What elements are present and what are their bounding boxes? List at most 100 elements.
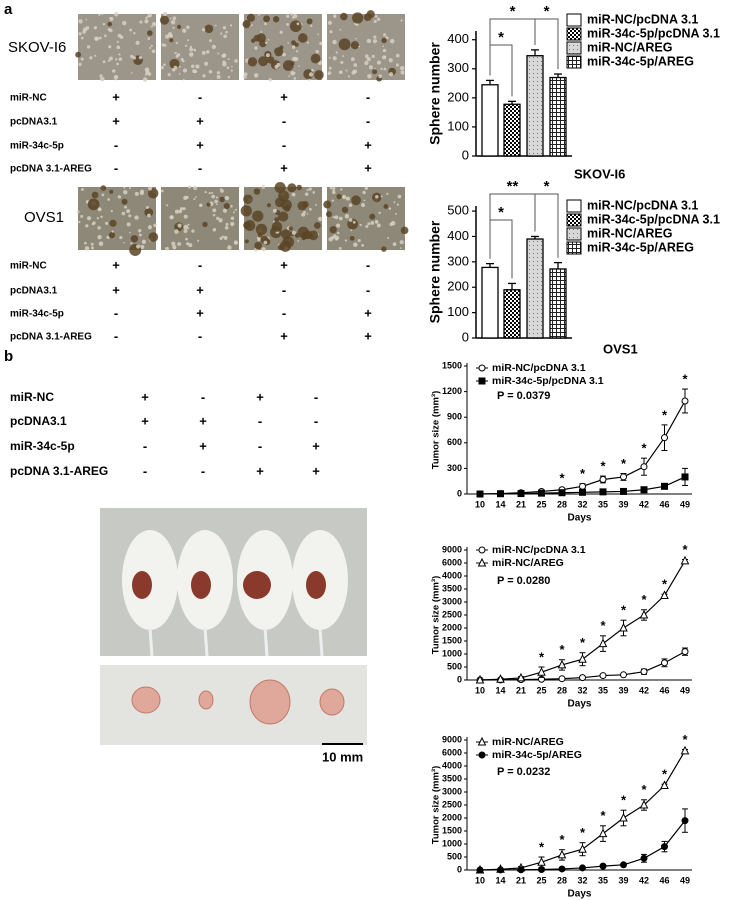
- sphere: [272, 208, 277, 213]
- tail: [263, 627, 269, 657]
- sign: -: [143, 438, 147, 453]
- sphere: [197, 239, 200, 242]
- chart-label: SKOV-I6: [574, 166, 625, 181]
- sphere: [216, 203, 218, 206]
- marker: [537, 667, 546, 676]
- sphere: [227, 75, 231, 79]
- sphere: [211, 44, 216, 49]
- sphere: [230, 204, 233, 208]
- sphere: [336, 193, 342, 200]
- sphere: [254, 241, 262, 250]
- x-tick-label: 21: [516, 875, 526, 885]
- sign: -: [282, 282, 286, 297]
- sign: -: [314, 389, 318, 404]
- tumor: [131, 686, 161, 714]
- sphere: [121, 211, 126, 216]
- sign: -: [258, 438, 262, 453]
- sphere: [387, 237, 390, 240]
- y-tick-label: 0: [462, 147, 469, 162]
- sphere: [204, 61, 209, 66]
- sphere: [225, 30, 228, 34]
- sphere: [175, 54, 179, 58]
- sphere: [317, 216, 323, 222]
- sphere: [254, 46, 258, 50]
- x-tick-label: 46: [659, 499, 669, 509]
- sphere: [129, 231, 131, 234]
- y-tick-label: 3000: [442, 596, 462, 606]
- marker: [578, 844, 587, 853]
- sphere: [202, 74, 206, 78]
- bar: [503, 289, 521, 339]
- sphere: [202, 28, 206, 32]
- legend-label: miR-NC/AREG: [492, 736, 564, 748]
- sphere: [121, 198, 128, 205]
- sphere: [315, 204, 317, 206]
- y-tick-label: 4000: [442, 760, 462, 770]
- annotation: *: [559, 832, 565, 847]
- sphere: [116, 40, 119, 43]
- sphere: [138, 233, 142, 237]
- sphere: [128, 214, 132, 218]
- sphere: [150, 44, 153, 47]
- p-value: P = 0.0379: [497, 390, 550, 402]
- sphere: [396, 203, 399, 206]
- y-tick-label: 100: [447, 118, 469, 133]
- sphere: [349, 235, 355, 241]
- sphere: [383, 33, 387, 37]
- sphere: [100, 76, 105, 82]
- sphere: [304, 192, 309, 196]
- sphere: [165, 246, 169, 251]
- sphere: [163, 12, 168, 17]
- annotation: *: [621, 793, 627, 808]
- sphere: [335, 51, 338, 54]
- sphere: [290, 71, 295, 76]
- sphere: [216, 216, 220, 220]
- sphere: [308, 187, 312, 191]
- sphere: [352, 12, 364, 24]
- x-tick-label: 10: [475, 685, 485, 695]
- sphere: [138, 56, 143, 60]
- sphere: [160, 189, 164, 193]
- sphere: [362, 190, 366, 195]
- marker: [661, 482, 668, 490]
- marker: [517, 866, 525, 874]
- annotation: *: [641, 441, 647, 456]
- sign: +: [256, 463, 264, 478]
- x-tick-label: 39: [618, 875, 628, 885]
- y-tick-label: 400: [447, 228, 469, 243]
- sign: +: [141, 413, 149, 428]
- sphere: [185, 44, 188, 47]
- sphere: [146, 206, 149, 209]
- sphere: [334, 215, 339, 220]
- sign: +: [112, 257, 120, 272]
- marker: [620, 671, 627, 679]
- annotation: *: [682, 732, 688, 747]
- x-tick-label: 49: [680, 685, 690, 695]
- marker: [620, 861, 627, 869]
- annotation: *: [600, 618, 606, 633]
- legend-label: miR-NC/AREG: [587, 40, 672, 54]
- sphere: [233, 240, 238, 245]
- sphere: [366, 57, 371, 62]
- sphere: [182, 207, 186, 211]
- sphere: [350, 229, 353, 232]
- sphere: [182, 68, 188, 73]
- sphere: [169, 38, 174, 43]
- annotation: *: [641, 592, 647, 607]
- sphere: [99, 74, 103, 78]
- sphere: [221, 235, 224, 238]
- sphere: [355, 37, 358, 40]
- sphere: [116, 62, 119, 66]
- sphere: [113, 12, 119, 17]
- sphere: [243, 221, 251, 229]
- sphere: [253, 34, 261, 42]
- sphere: [261, 185, 266, 189]
- sphere: [264, 41, 268, 45]
- sphere: [373, 19, 377, 24]
- sphere: [267, 38, 270, 41]
- sphere: [255, 223, 268, 236]
- sphere: [400, 70, 405, 75]
- sphere: [230, 221, 235, 227]
- x-tick-label: 25: [536, 499, 546, 509]
- significance-bracket: [489, 44, 513, 97]
